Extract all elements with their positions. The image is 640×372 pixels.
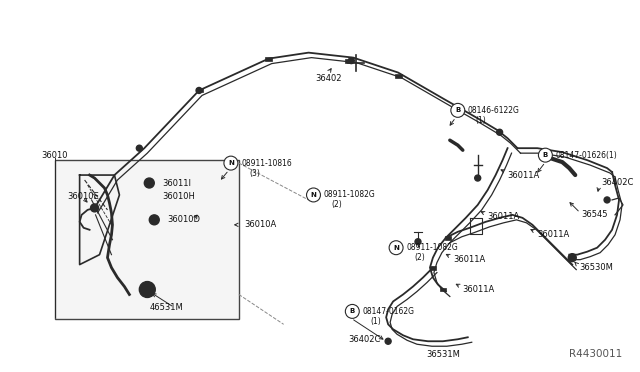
Circle shape — [385, 338, 391, 344]
Text: (3): (3) — [250, 169, 260, 177]
Text: 36402C: 36402C — [348, 335, 380, 344]
Text: 08146-6122G: 08146-6122G — [468, 106, 520, 115]
Bar — [445, 236, 451, 240]
Text: B: B — [455, 108, 460, 113]
Text: (1): (1) — [370, 317, 381, 326]
Text: 36011A: 36011A — [508, 170, 540, 180]
Bar — [440, 288, 446, 292]
Bar — [55, 160, 239, 319]
Text: 08147-01626(1): 08147-01626(1) — [556, 151, 617, 160]
Bar — [265, 57, 272, 61]
Text: R4430011: R4430011 — [569, 349, 622, 359]
Text: 08911-1082G: 08911-1082G — [323, 190, 375, 199]
Bar — [395, 74, 401, 77]
Text: 36011A: 36011A — [463, 285, 495, 294]
Circle shape — [389, 241, 403, 255]
Text: 36531M: 36531M — [426, 350, 460, 359]
Circle shape — [307, 188, 321, 202]
Circle shape — [149, 215, 159, 225]
Text: N: N — [310, 192, 316, 198]
Text: (2): (2) — [414, 253, 425, 262]
Circle shape — [136, 145, 142, 151]
Text: (1): (1) — [476, 116, 486, 125]
Text: 36010E: 36010E — [68, 192, 99, 202]
Circle shape — [144, 178, 154, 188]
Text: 36530M: 36530M — [579, 263, 613, 272]
Bar — [196, 89, 202, 93]
Bar — [345, 59, 352, 62]
Circle shape — [196, 87, 202, 93]
Text: B: B — [349, 308, 355, 314]
Text: 08911-10816: 08911-10816 — [242, 158, 292, 168]
Circle shape — [224, 156, 238, 170]
Text: (2): (2) — [332, 201, 342, 209]
Circle shape — [415, 239, 421, 245]
Text: 36545: 36545 — [581, 210, 608, 219]
Circle shape — [568, 254, 576, 262]
Circle shape — [538, 148, 552, 162]
Text: 36402C: 36402C — [601, 177, 634, 186]
Text: 36011A: 36011A — [488, 212, 520, 221]
Text: 36011I: 36011I — [162, 179, 191, 187]
Circle shape — [140, 282, 156, 298]
Circle shape — [91, 204, 99, 212]
Text: 36010: 36010 — [42, 151, 68, 160]
Circle shape — [604, 197, 610, 203]
Circle shape — [475, 175, 481, 181]
Text: 46531M: 46531M — [149, 303, 183, 312]
Text: N: N — [228, 160, 234, 166]
Text: N: N — [393, 245, 399, 251]
Bar — [430, 266, 436, 270]
Text: 36011A: 36011A — [538, 230, 570, 239]
Circle shape — [346, 304, 359, 318]
Circle shape — [451, 103, 465, 117]
Text: 36011A: 36011A — [453, 255, 485, 264]
Text: 08911-1082G: 08911-1082G — [406, 243, 458, 252]
Text: 36010A: 36010A — [244, 220, 276, 229]
Circle shape — [497, 129, 502, 135]
Text: 36010H: 36010H — [162, 192, 195, 202]
Text: B: B — [543, 152, 548, 158]
Text: 08147-0162G: 08147-0162G — [362, 307, 414, 316]
Text: 36010D: 36010D — [167, 215, 200, 224]
Text: 36402: 36402 — [315, 74, 342, 83]
Circle shape — [348, 58, 355, 64]
